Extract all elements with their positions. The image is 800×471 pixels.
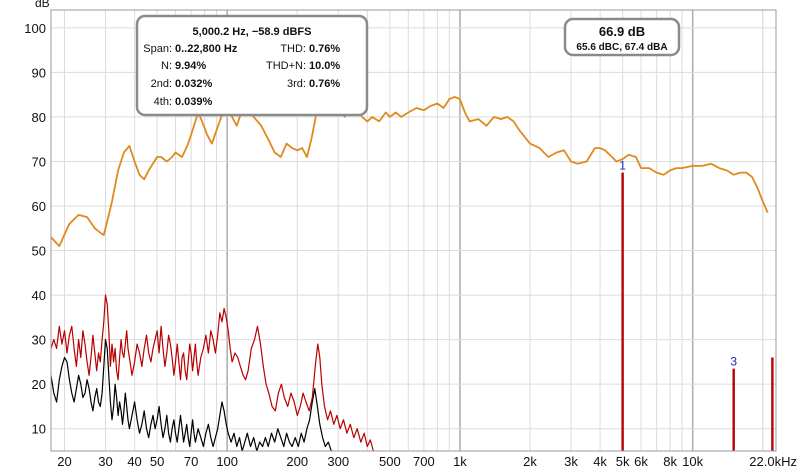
level-box[interactable]: 66.9 dB 65.6 dBC, 67.4 dBA (563, 17, 681, 57)
second-value: 0.032% (175, 78, 213, 90)
y-tick-30: 30 (32, 333, 46, 348)
x-tick-10k: 10k (682, 454, 703, 469)
marker-label-3: 3 (730, 355, 737, 369)
y-tick-80: 80 (32, 110, 46, 125)
span-value: 0..22,800 Hz (175, 43, 238, 55)
level-sub: 65.6 dBC, 67.4 dBA (576, 42, 667, 53)
fourth-label: 4th: (154, 96, 172, 108)
y-tick-100: 100 (24, 21, 46, 36)
x-tick-1k: 1k (453, 454, 467, 469)
y-tick-20: 20 (32, 377, 46, 392)
y-tick-labels: 10 20 30 40 50 60 70 80 90 100 (24, 21, 46, 437)
x-tick-200: 200 (286, 454, 308, 469)
thdn-label: THD+N: (266, 60, 306, 72)
info-box[interactable]: 5,000.2 Hz, −58.9 dBFS Span: 0..22,800 H… (135, 14, 369, 117)
y-tick-10: 10 (32, 422, 46, 437)
third-label: 3rd: (287, 78, 306, 90)
markers: 13 (619, 159, 774, 451)
second-label: 2nd: (151, 78, 172, 90)
thd-label: THD: (280, 43, 306, 55)
span-label: Span: (143, 43, 172, 55)
marker-label-1: 1 (619, 159, 626, 173)
n-value: 9.94% (175, 60, 206, 72)
x-tick-40: 40 (127, 454, 141, 469)
third-value: 0.76% (309, 78, 340, 90)
x-tick-labels: 20 30 40 50 70 100 200 300 500 700 1k 2k 3k 4k 5k 6k 8k 1… (57, 454, 797, 469)
x-tick-20: 20 (57, 454, 71, 469)
n-label: N: (161, 60, 172, 72)
y-tick-60: 60 (32, 199, 46, 214)
x-tick-2k: 2k (523, 454, 537, 469)
info-box-frame (135, 14, 369, 117)
x-tick-700: 700 (413, 454, 435, 469)
x-tick-3k: 3k (564, 454, 578, 469)
level-box-frame (563, 17, 681, 57)
y-axis-unit: dB (35, 0, 50, 10)
info-header: 5,000.2 Hz, −58.9 dBFS (193, 26, 312, 38)
x-tick-6k: 6k (634, 454, 648, 469)
x-tick-70: 70 (184, 454, 198, 469)
x-tick-30: 30 (98, 454, 112, 469)
thdn-value: 10.0% (309, 60, 340, 72)
x-tick-50: 50 (150, 454, 164, 469)
y-tick-70: 70 (32, 154, 46, 169)
x-tick-4k: 4k (593, 454, 607, 469)
x-tick-22.0kHz: 22.0kHz (749, 454, 797, 469)
y-tick-50: 50 (32, 244, 46, 259)
y-tick-90: 90 (32, 65, 46, 80)
series-smoothed (50, 96, 769, 247)
y-tick-40: 40 (32, 288, 46, 303)
fourth-value: 0.039% (175, 96, 213, 108)
curves (50, 96, 769, 452)
x-tick-8k: 8k (663, 454, 677, 469)
x-tick-100: 100 (216, 454, 238, 469)
x-tick-500: 500 (379, 454, 401, 469)
x-tick-300: 300 (327, 454, 349, 469)
level-main: 66.9 dB (599, 24, 645, 39)
x-tick-5k: 5k (616, 454, 630, 469)
thd-value: 0.76% (309, 43, 340, 55)
series-spectrum-red (50, 294, 374, 452)
series-spectrum-black (50, 339, 332, 452)
plot-frame (50, 9, 777, 452)
